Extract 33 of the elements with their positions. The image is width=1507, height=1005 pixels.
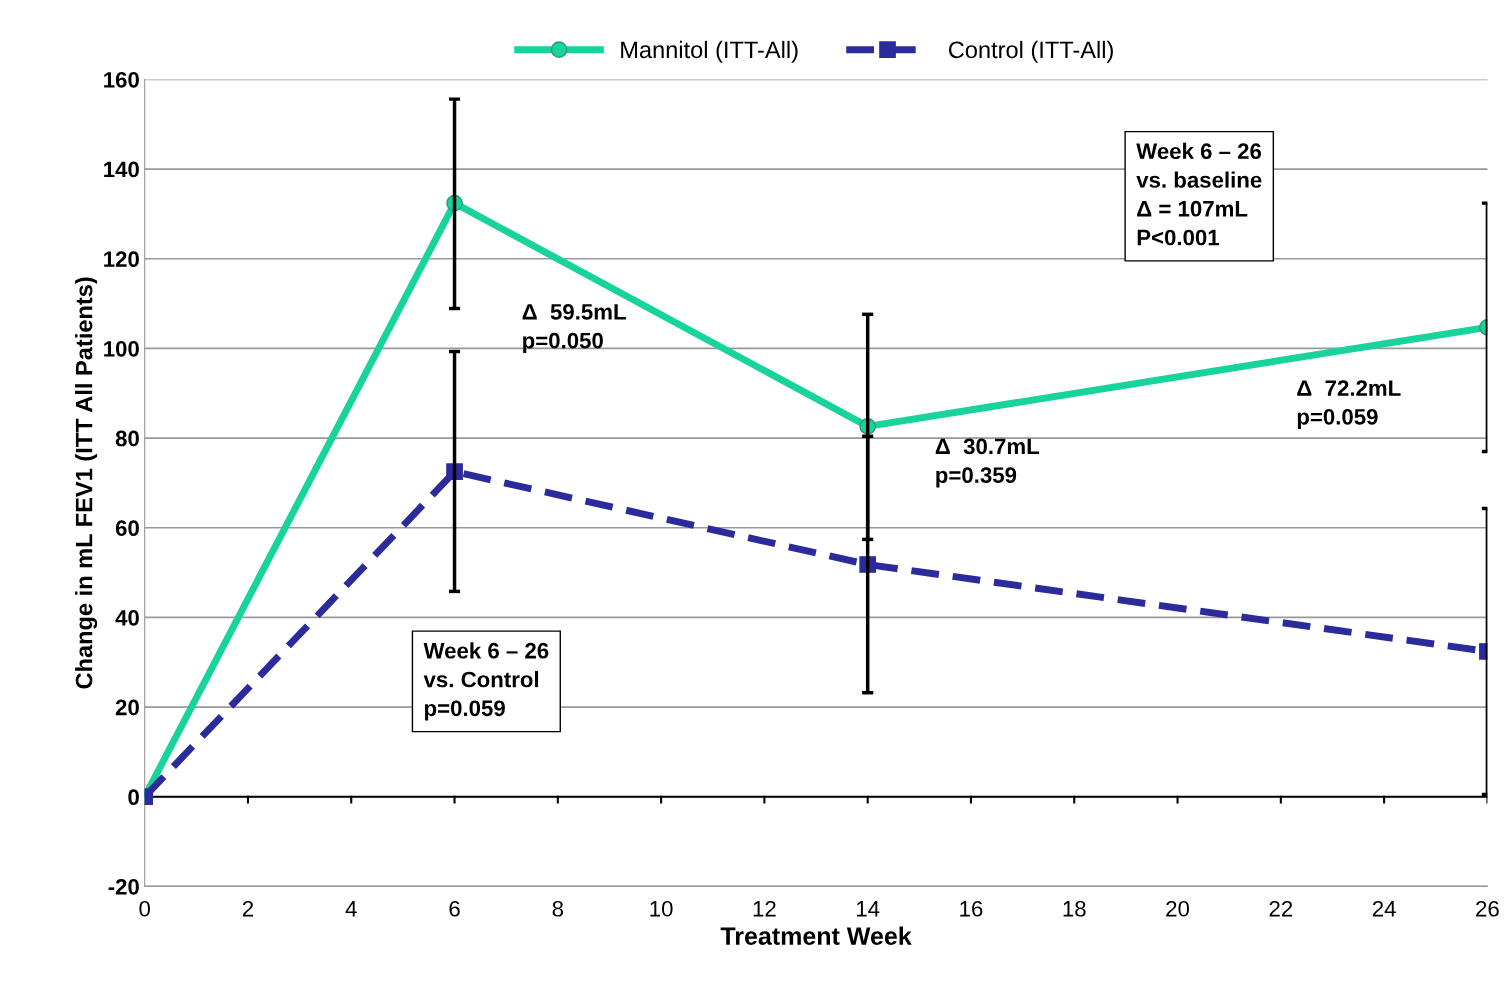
y-tick-label: 160: [104, 71, 139, 88]
y-tick-label: -20: [108, 878, 139, 895]
y-tick-label: 20: [115, 699, 139, 716]
x-tick-label: 12: [753, 900, 776, 917]
x-tick-label: 22: [1269, 900, 1293, 917]
x-tick-label: 16: [960, 900, 983, 917]
annotation: Week 6 – 26 vs. Control p=0.059: [423, 642, 549, 721]
y-tick-label: 0: [128, 789, 139, 806]
y-tick-label: 40: [115, 609, 139, 626]
legend-label: Control (ITT-All): [948, 40, 1113, 63]
annotation: Week 6 – 26 vs. baseline Δ = 107mL P<0.001: [1136, 142, 1262, 246]
x-tick-label: 4: [345, 901, 357, 917]
y-tick-label: 60: [115, 520, 139, 537]
x-tick-label: 18: [1063, 900, 1086, 917]
annotation: Δ 30.7mL p=0.359: [935, 438, 1040, 488]
y-axis-title: Change in mL FEV1 (ITT All Patients): [75, 277, 98, 689]
x-tick-label: 8: [552, 900, 564, 917]
annotation: Δ 72.2mL p=0.059: [1297, 380, 1401, 430]
x-tick-label: 24: [1372, 900, 1396, 917]
x-tick-label: 6: [449, 900, 460, 917]
x-tick-label: 26: [1476, 900, 1499, 917]
y-tick-label: 80: [115, 430, 139, 447]
x-tick-label: 0: [139, 900, 150, 917]
x-tick-label: 20: [1166, 900, 1190, 917]
legend-label: Mannitol (ITT-All): [621, 40, 798, 63]
x-tick-label: 10: [650, 900, 673, 917]
y-tick-label: 120: [104, 251, 139, 267]
y-tick-label: 100: [104, 340, 139, 357]
x-axis-title: Treatment Week: [720, 926, 912, 945]
y-tick-label: 140: [104, 161, 139, 178]
x-tick-label: 14: [857, 901, 880, 917]
annotation: Δ 59.5mL p=0.050: [522, 303, 626, 353]
x-tick-label: 2: [242, 900, 254, 917]
